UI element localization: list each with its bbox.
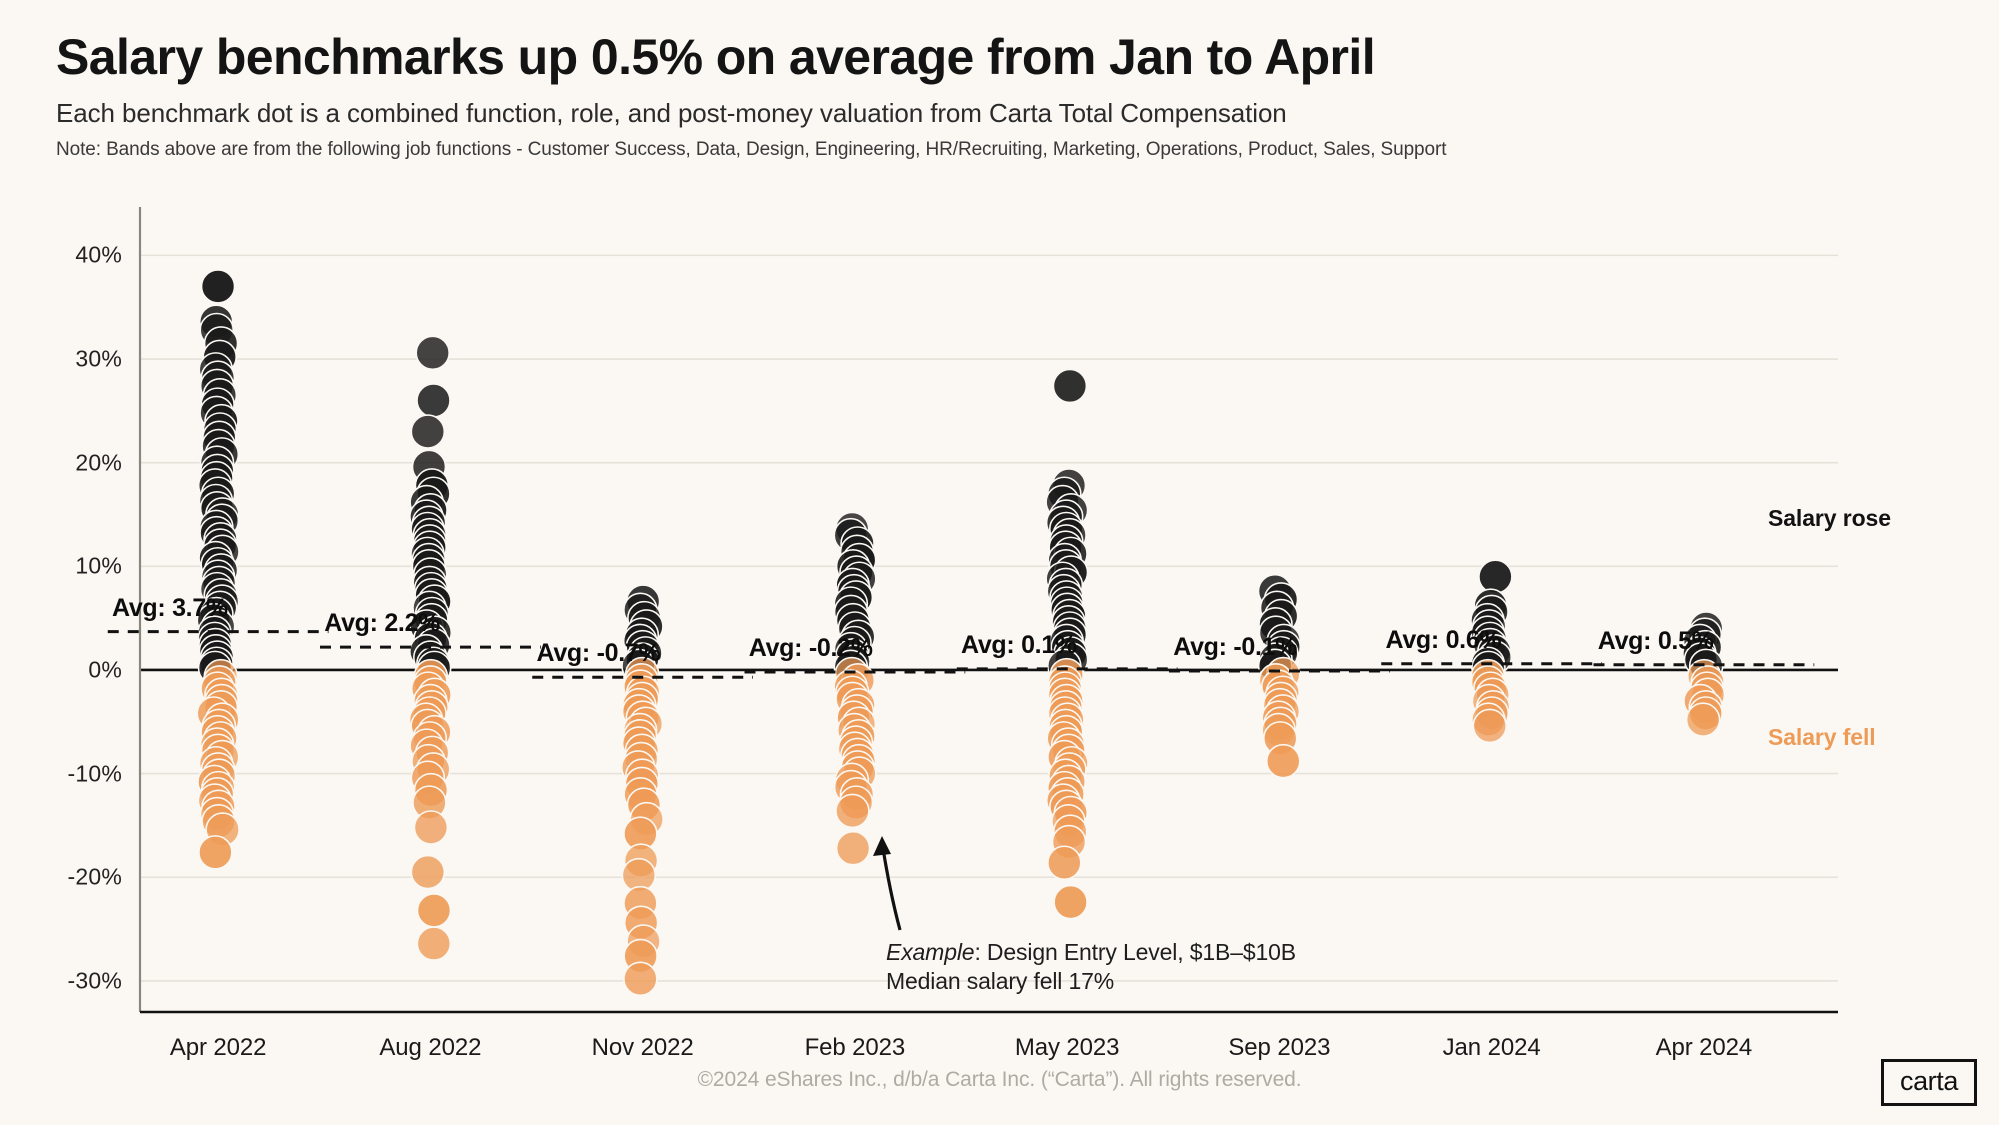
benchmark-dot (1685, 702, 1721, 738)
carta-logo: carta (1880, 1059, 1977, 1106)
annotation-line-2: Median salary fell 17% (886, 967, 1115, 994)
average-label: Avg: 3.7% (112, 593, 228, 622)
chart-subtitle: Each benchmark dot is a combined functio… (56, 98, 1287, 128)
dot-column-sep-2023 (1257, 573, 1302, 779)
y-axis-tick-label: -10% (67, 760, 122, 787)
benchmark-dot (835, 830, 871, 866)
y-axis-tick-label: 40% (75, 241, 122, 268)
x-axis-tick-label: May 2023 (1014, 1034, 1120, 1061)
benchmark-dot (410, 414, 446, 449)
dot-column-aug-2022 (408, 335, 453, 961)
x-axis-tick-label: Sep 2023 (1228, 1034, 1331, 1061)
benchmark-dot (1047, 845, 1082, 881)
benchmark-dot (623, 961, 658, 997)
average-label: Avg: 2.2% (324, 609, 441, 638)
legend-salary-fell: Salary fell (1768, 724, 1876, 750)
benchmark-dot (416, 893, 452, 928)
average-label: Avg: -0.2% (748, 634, 873, 663)
benchmark-dot (413, 810, 449, 845)
x-axis-tick-label: Feb 2023 (804, 1034, 906, 1061)
benchmark-dot (416, 926, 452, 961)
dot-column-jan-2024 (1470, 559, 1513, 744)
dot-column-nov-2022 (620, 584, 665, 997)
benchmark-dot (1265, 743, 1301, 779)
y-axis-tick-label: 10% (75, 552, 122, 579)
annotation-arrow-head (873, 836, 891, 856)
chart-header: Salary benchmarks up 0.5% on average fro… (56, 30, 1956, 161)
benchmark-dot (835, 793, 870, 829)
average-label: Avg: 0.1% (961, 630, 1077, 659)
average-label: Avg: 0.6% (1385, 625, 1502, 654)
x-axis-tick-label: Jan 2024 (1442, 1034, 1541, 1061)
dot-column-may-2023 (1045, 368, 1089, 920)
benchmark-dot (415, 335, 450, 371)
x-axis-tick-label: Nov 2022 (591, 1034, 694, 1061)
y-axis-tick-label: -30% (67, 967, 122, 994)
y-axis-tick-label: 30% (75, 345, 122, 372)
benchmark-dot (1472, 708, 1508, 744)
average-label: Avg: -0.1% (1173, 632, 1298, 661)
annotation-emphasis: Example (886, 939, 975, 965)
y-axis-tick-label: 20% (75, 449, 122, 476)
page-title: Salary benchmarks up 0.5% on average fro… (56, 29, 1376, 85)
example-annotation: Example: Design Entry Level, $1B–$10B Me… (886, 938, 1296, 996)
x-axis-tick-label: Aug 2022 (379, 1034, 482, 1061)
benchmark-dot (198, 835, 233, 870)
average-label: Avg: 0.5% (1597, 626, 1714, 655)
benchmark-dot (200, 269, 236, 304)
y-axis-tick-label: 0% (88, 656, 122, 683)
average-label: Avg: -0.7% (536, 639, 661, 668)
footer-copyright: ©2024 eShares Inc., d/b/a Carta Inc. (“C… (697, 1068, 1302, 1091)
benchmark-dot (1053, 884, 1088, 920)
annotation-line-1: Example: Design Entry Level, $1B–$10B (886, 938, 1296, 967)
annotation-line-1-rest: : Design Entry Level, $1B–$10B (974, 939, 1296, 965)
benchmark-dot (1052, 368, 1088, 404)
dot-column-apr-2024 (1682, 611, 1726, 738)
legend-salary-rose: Salary rose (1768, 505, 1891, 531)
y-axis-tick-label: -20% (67, 863, 122, 890)
annotation-arrow-line (880, 841, 902, 931)
benchmark-dot (416, 383, 451, 418)
chart-note: Note: Bands above are from the following… (56, 139, 1447, 160)
x-axis-tick-label: Apr 2022 (169, 1034, 267, 1061)
dot-column-feb-2023 (833, 511, 877, 866)
benchmark-dot (1478, 559, 1513, 594)
benchmark-dot (410, 854, 446, 890)
dot-column-apr-2022 (196, 269, 240, 870)
x-axis-tick-label: Apr 2024 (1655, 1034, 1753, 1061)
